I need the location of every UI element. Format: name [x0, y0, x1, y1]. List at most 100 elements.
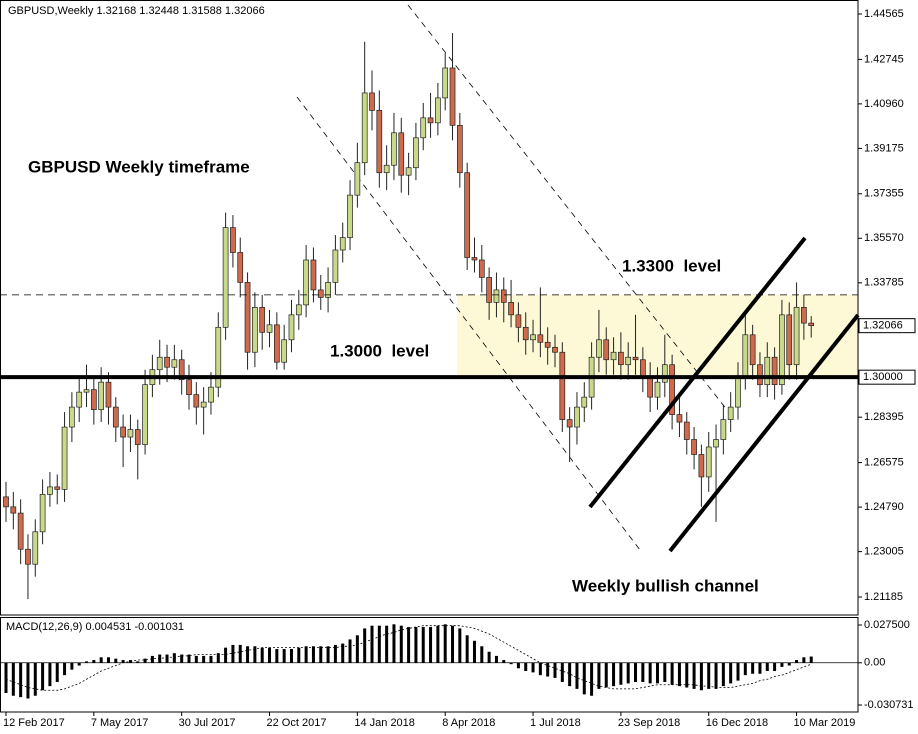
- candle-body: [303, 259, 309, 306]
- macd-bar: [268, 647, 272, 663]
- candle-body: [69, 406, 75, 428]
- macd-bar: [85, 661, 89, 663]
- macd-bar: [363, 628, 367, 663]
- x-tick-label: 14 Jan 2018: [354, 717, 415, 729]
- macd-bar: [465, 635, 469, 663]
- macd-bar: [41, 662, 45, 691]
- candle-body: [186, 379, 192, 395]
- candle-body: [654, 381, 661, 398]
- macd-bar: [326, 646, 330, 663]
- candle-body: [786, 314, 793, 366]
- candle-body: [361, 92, 368, 164]
- macd-bar: [385, 625, 389, 663]
- candle-body: [618, 351, 624, 366]
- candle-body: [134, 429, 141, 445]
- macd-bar: [319, 646, 323, 663]
- candle-body: [3, 496, 9, 508]
- candle-body: [252, 307, 258, 353]
- y-tick-label: 1.37355: [864, 188, 904, 200]
- macd-bar: [707, 662, 711, 689]
- macd-bar: [743, 662, 747, 676]
- candle-body: [552, 346, 558, 353]
- macd-bar: [502, 660, 506, 663]
- y-tick-label: 1.39175: [864, 142, 904, 154]
- candle-body: [764, 356, 771, 386]
- macd-bar: [524, 662, 528, 672]
- x-tick-label: 8 Apr 2018: [442, 717, 495, 729]
- candle-body: [610, 351, 617, 361]
- macd-bar: [414, 627, 418, 663]
- candle-body: [801, 307, 807, 324]
- macd-bar: [575, 662, 579, 689]
- candle-body: [215, 326, 222, 388]
- macd-bar: [399, 625, 403, 663]
- macd-bar: [136, 661, 140, 663]
- macd-last: 0.004531: [85, 621, 131, 633]
- candle-body: [500, 289, 507, 303]
- candle-body: [742, 334, 749, 378]
- candle-body: [83, 389, 90, 393]
- macd-bar: [26, 662, 30, 699]
- candle-body: [574, 406, 580, 428]
- candle-body: [757, 364, 763, 386]
- candle-body: [200, 401, 207, 408]
- candle-body: [808, 322, 815, 327]
- x-tick-label: 16 Dec 2018: [706, 717, 768, 729]
- macd-bar: [246, 646, 250, 663]
- macd-bar: [487, 651, 491, 663]
- candle-body: [771, 356, 778, 386]
- candle-body: [17, 512, 24, 550]
- x-tick-label: 7 May 2017: [91, 717, 148, 729]
- macd-bar: [48, 662, 52, 687]
- candle-body: [493, 289, 500, 303]
- candle-body: [537, 334, 544, 343]
- macd-bar: [641, 662, 645, 683]
- candle-body: [266, 324, 273, 333]
- price-header: GBPUSD,Weekly 1.32168 1.32448 1.31588 1.…: [8, 5, 265, 17]
- macd-bar: [802, 657, 806, 663]
- level-label-box: [858, 369, 916, 385]
- candle-body: [456, 124, 463, 174]
- macd-bar: [509, 662, 513, 665]
- annotation: 1.3000 level: [330, 341, 429, 360]
- candle-body: [259, 307, 266, 333]
- macd-bar: [106, 657, 110, 663]
- macd-bar: [590, 662, 594, 696]
- macd-bar: [714, 662, 718, 689]
- macd-bar: [546, 662, 550, 677]
- macd-bar: [194, 655, 198, 663]
- macd-bar: [765, 662, 769, 672]
- candle-body: [522, 326, 529, 341]
- candle-body: [508, 302, 514, 316]
- candle-body: [369, 92, 375, 111]
- symbol: GBPUSD,Weekly: [8, 5, 94, 17]
- macd-bar: [202, 655, 206, 663]
- descending-channel-upper: [407, 4, 736, 421]
- macd-bar: [626, 662, 630, 684]
- candle-body: [54, 486, 61, 490]
- macd-bar: [634, 662, 638, 683]
- macd-bar: [663, 662, 667, 683]
- candle-body: [683, 421, 690, 440]
- macd-bar: [172, 653, 176, 663]
- candle-body: [208, 386, 214, 403]
- candle-body: [230, 227, 236, 253]
- macd-bar: [187, 654, 191, 663]
- candle-body: [566, 419, 573, 428]
- candle-body: [625, 356, 632, 366]
- candle-body: [735, 376, 741, 408]
- macd-bar: [11, 662, 15, 696]
- last-close: 1.32066: [225, 5, 265, 17]
- macd-bar: [33, 662, 37, 696]
- candle-body: [47, 486, 53, 495]
- macd-bar: [355, 635, 359, 663]
- candle-body: [317, 289, 324, 298]
- macd-bar: [538, 662, 542, 676]
- macd-bar: [648, 662, 652, 684]
- candle-body: [391, 132, 397, 166]
- price-label: 1.32066: [863, 320, 903, 332]
- y-tick-label: 1.40960: [864, 98, 904, 110]
- y-tick-label: 1.23005: [864, 546, 904, 558]
- macd-bar: [443, 624, 447, 663]
- last-high: 1.32448: [139, 5, 179, 17]
